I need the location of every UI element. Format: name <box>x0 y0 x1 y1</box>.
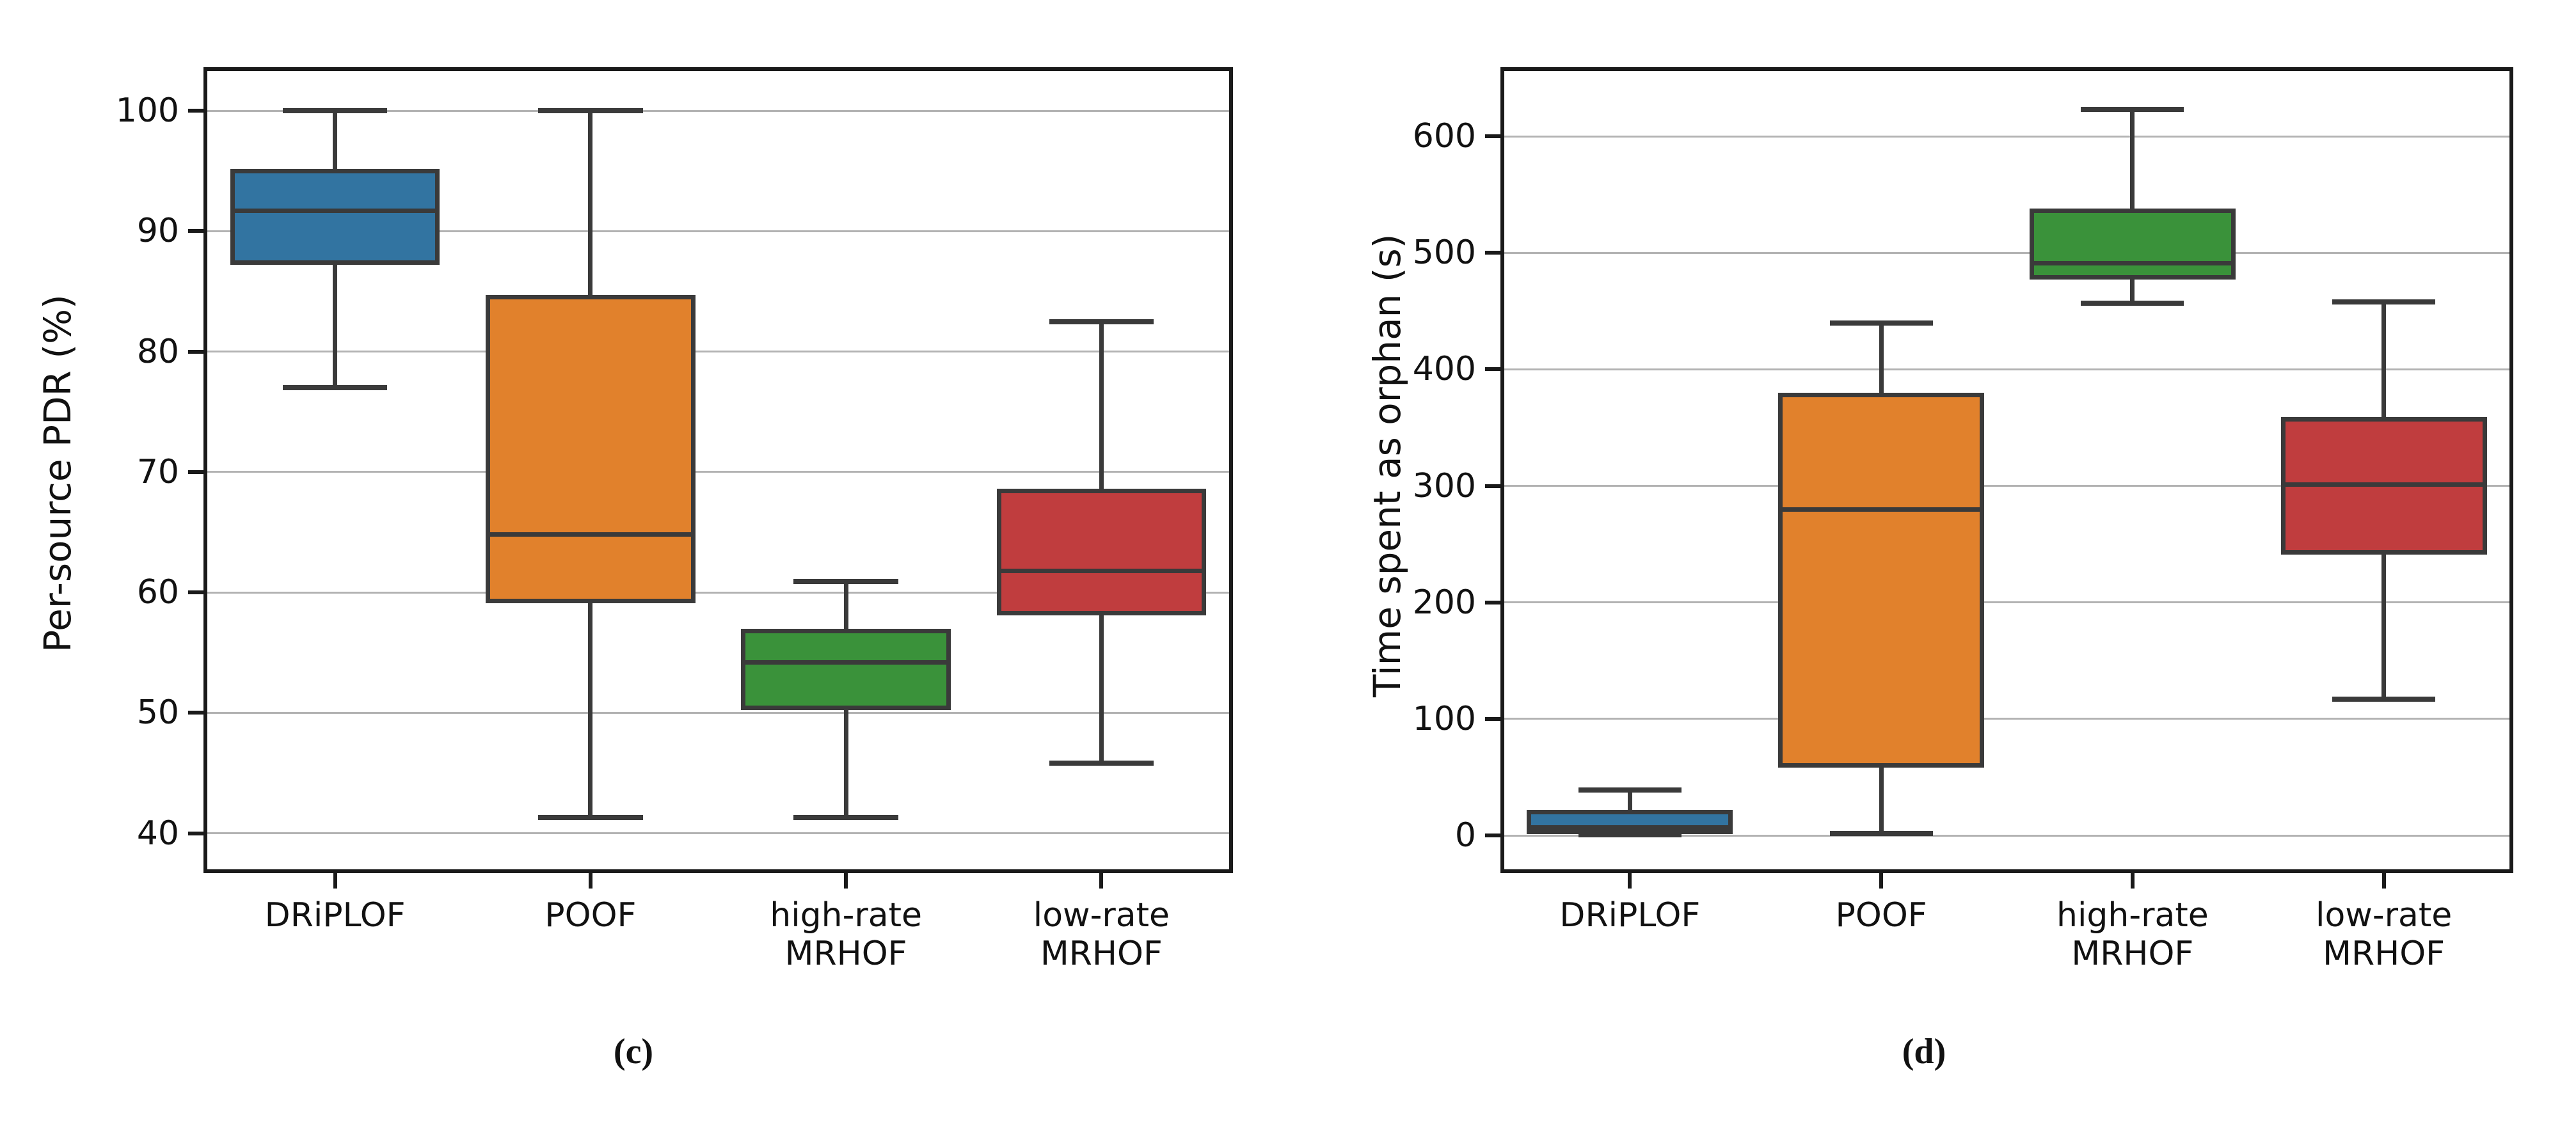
left-plot-area: 40 50 60 70 80 90 100 DRiPLOF POOF high-rate MRHO… <box>116 67 1233 973</box>
y-tick-mark <box>188 470 203 474</box>
y-tick-label: 50 <box>136 693 179 732</box>
whisker-cap-upper <box>2332 299 2436 304</box>
gridline <box>207 109 1229 112</box>
whisker-cap-upper <box>538 108 643 114</box>
whisker-cap-lower <box>538 815 643 821</box>
y-tick-label: 70 <box>136 452 179 491</box>
gridline <box>1504 135 2509 138</box>
whisker-cap-lower <box>1829 830 1933 836</box>
whisker-cap-lower <box>282 385 388 391</box>
y-tick-label: 100 <box>1412 699 1476 738</box>
gridline <box>1504 368 2509 370</box>
gridline <box>207 832 1229 835</box>
whisker-cap-upper <box>1049 319 1154 324</box>
median-line <box>1527 825 1733 830</box>
box-driplof <box>1527 810 1733 835</box>
y-tick-label: 100 <box>115 91 179 130</box>
x-tick-label-low-rate-mrhof: low-rate MRHOF <box>1033 896 1170 973</box>
y-tick-label: 0 <box>1454 816 1476 855</box>
box-poof <box>1778 392 1985 768</box>
median-line <box>741 660 951 665</box>
gridline <box>207 351 1229 353</box>
gridline <box>1504 485 2509 487</box>
gridline <box>207 230 1229 232</box>
y-tick-mark <box>188 109 203 113</box>
y-tick-label: 80 <box>136 332 179 371</box>
whisker-cap-upper <box>2081 107 2184 113</box>
gridline <box>207 711 1229 714</box>
whisker-cap-lower <box>2081 300 2184 306</box>
whisker-cap-upper <box>1829 320 1933 326</box>
y-tick-mark <box>1485 834 1500 838</box>
median-line <box>230 208 440 213</box>
x-tick-mark <box>2130 873 2135 889</box>
x-tick-mark <box>1879 873 1884 889</box>
y-tick-label: 600 <box>1412 117 1476 156</box>
right-subfigure-caption: (d) <box>1902 1032 1946 1071</box>
x-tick-label-low-rate-mrhof: low-rate MRHOF <box>2316 896 2453 973</box>
median-line <box>996 568 1207 573</box>
whisker-cap-upper <box>793 579 898 585</box>
x-tick-label-poof: POOF <box>545 896 637 935</box>
median-line <box>2029 261 2236 266</box>
y-tick-label: 400 <box>1412 350 1476 389</box>
left-subfigure-caption: (c) <box>613 1032 654 1071</box>
y-tick-mark <box>188 831 203 835</box>
box-driplof <box>230 168 440 265</box>
y-tick-mark <box>188 349 203 354</box>
box-high-rate-mrhof <box>2029 209 2236 280</box>
x-tick-label-driplof: DRiPLOF <box>264 896 406 935</box>
median-line <box>486 532 696 537</box>
whisker-cap-lower <box>2332 697 2436 702</box>
y-tick-mark <box>1485 484 1500 488</box>
x-tick-mark <box>1628 873 1632 889</box>
x-tick-label-poof: POOF <box>1835 896 1927 935</box>
x-tick-mark <box>333 873 337 889</box>
gridline <box>207 591 1229 594</box>
whisker-cap-upper <box>1578 787 1682 793</box>
gridline <box>1504 251 2509 254</box>
y-tick-mark <box>1485 251 1500 255</box>
left-y-axis-label: Per-source PDR (%) <box>36 294 79 652</box>
x-tick-mark <box>844 873 848 889</box>
y-tick-mark <box>1485 134 1500 139</box>
y-tick-mark <box>1485 367 1500 372</box>
x-tick-mark <box>1099 873 1104 889</box>
median-line <box>1778 507 1985 512</box>
whisker-cap-lower <box>793 815 898 821</box>
x-tick-label-high-rate-mrhof: high-rate MRHOF <box>2056 896 2209 973</box>
whisker-cap-lower <box>1578 832 1682 838</box>
y-tick-mark <box>188 711 203 715</box>
y-tick-label: 200 <box>1412 583 1476 622</box>
y-tick-mark <box>188 229 203 233</box>
gridline <box>1504 834 2509 837</box>
median-line <box>2280 482 2487 487</box>
whisker-cap-upper <box>282 108 388 114</box>
y-tick-label: 300 <box>1412 466 1476 505</box>
x-tick-mark <box>588 873 592 889</box>
gridline <box>207 471 1229 473</box>
y-tick-mark <box>188 590 203 595</box>
y-tick-label: 500 <box>1412 233 1476 273</box>
y-tick-mark <box>1485 600 1500 604</box>
y-tick-mark <box>1485 716 1500 721</box>
box-poof <box>486 295 696 603</box>
y-tick-label: 90 <box>136 212 179 251</box>
x-tick-label-driplof: DRiPLOF <box>1559 896 1701 935</box>
y-tick-label: 40 <box>136 814 179 853</box>
right-plot-area: 0 100 200 300 400 500 600 DRiPLOF POOF high-rate … <box>1413 67 2513 973</box>
whisker-cap-lower <box>1049 761 1154 766</box>
gridline <box>1504 718 2509 720</box>
y-tick-label: 60 <box>136 573 179 612</box>
box-low-rate-mrhof <box>996 489 1207 615</box>
box-high-rate-mrhof <box>741 628 951 711</box>
x-tick-label-high-rate-mrhof: high-rate MRHOF <box>770 896 922 973</box>
gridline <box>1504 601 2509 604</box>
whisker-stem <box>2130 109 2135 303</box>
x-tick-mark <box>2381 873 2386 889</box>
